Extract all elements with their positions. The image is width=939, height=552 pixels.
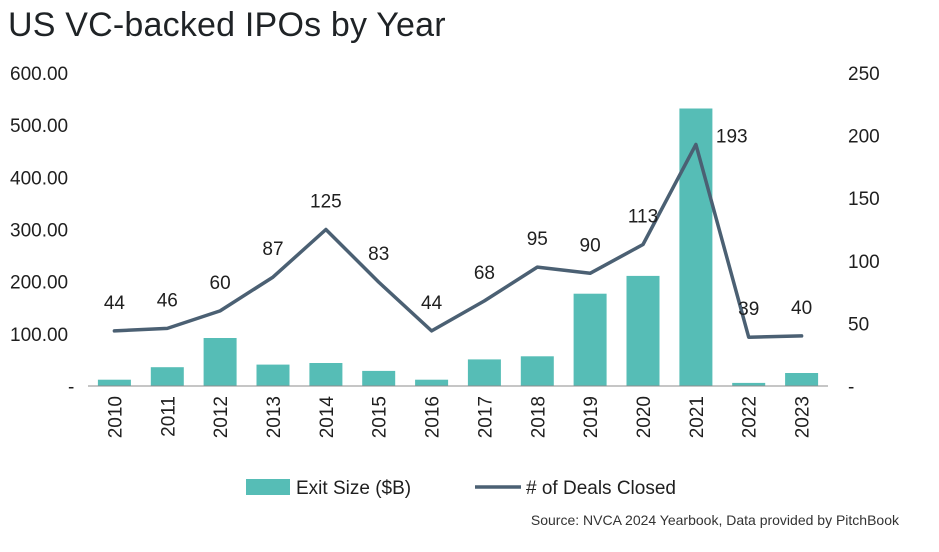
deals-label-2021: 193	[716, 126, 748, 147]
x-tick-2014: 2014	[317, 396, 338, 439]
y-right-axis: - 50 100 150 200 250	[848, 64, 880, 398]
y-left-tick: 400.00	[10, 168, 68, 189]
y-left-axis: - 100.00 200.00 300.00 400.00 500.00 600.00	[10, 64, 74, 398]
y-right-tick: 250	[848, 64, 880, 85]
bar-2011	[150, 367, 184, 386]
x-tick-2019: 2019	[581, 396, 602, 438]
y-left-tick: 200.00	[10, 273, 68, 294]
y-right-tick: 150	[848, 189, 880, 210]
y-left-tick: 500.00	[10, 116, 68, 137]
line-series	[112, 142, 804, 339]
x-tick-2017: 2017	[475, 396, 496, 438]
bar-2020	[626, 275, 660, 386]
bar-2019	[573, 293, 607, 386]
x-tick-2012: 2012	[211, 396, 232, 438]
chart-title: US VC-backed IPOs by Year	[8, 6, 446, 44]
x-axis: 2010 2011 2012 2013 2014 2015 2016 2017 2018 2019…	[105, 396, 813, 439]
deals-label-2017: 68	[474, 263, 495, 284]
deals-label-2012: 60	[210, 273, 231, 294]
y-left-tick: 300.00	[10, 221, 68, 242]
bar-2023	[785, 373, 819, 386]
y-right-tick: -	[848, 377, 854, 398]
bar-2015	[362, 370, 396, 386]
x-tick-2015: 2015	[370, 396, 391, 438]
source-note: Source: NVCA 2024 Yearbook, Data provide…	[530, 512, 899, 528]
deals-closed-line	[112, 142, 804, 339]
bar-2022	[732, 382, 766, 386]
y-left-tick: 100.00	[10, 325, 68, 346]
deals-label-2016: 44	[421, 293, 443, 314]
x-tick-2018: 2018	[528, 396, 549, 438]
data-labels: 44 46 60 87 125 83 44 68 95 90 113 193 39 40	[104, 126, 812, 320]
x-tick-2011: 2011	[158, 396, 179, 437]
bar-2014	[309, 363, 343, 386]
x-tick-2021: 2021	[687, 396, 708, 438]
legend: Exit Size ($B) # of Deals Closed	[246, 478, 676, 499]
x-tick-2013: 2013	[264, 396, 285, 438]
bar-2010	[97, 379, 131, 386]
deals-label-2020: 113	[628, 207, 658, 228]
bar-series	[97, 108, 819, 386]
legend-label-deals-closed: # of Deals Closed	[526, 478, 676, 499]
deals-label-2014: 125	[310, 192, 342, 213]
y-right-tick: 100	[848, 252, 880, 273]
x-tick-2023: 2023	[793, 396, 814, 438]
bar-2021	[679, 108, 713, 386]
deals-label-2015: 83	[368, 244, 389, 265]
deals-label-2013: 87	[262, 239, 283, 260]
bar-2018	[520, 356, 554, 386]
y-left-tick: -	[68, 377, 74, 398]
deals-label-2018: 95	[527, 229, 548, 250]
bar-2013	[256, 364, 290, 386]
bar-2016	[415, 379, 449, 386]
y-left-tick: 600.00	[10, 64, 68, 85]
x-tick-2020: 2020	[634, 396, 655, 438]
deals-label-2019: 90	[580, 235, 601, 256]
bar-2017	[467, 359, 501, 386]
y-right-tick: 50	[848, 314, 869, 335]
deals-label-2010: 44	[104, 293, 126, 314]
bar-2012	[203, 338, 237, 386]
legend-label-exit-size: Exit Size ($B)	[296, 478, 411, 499]
legend-swatch-bar	[246, 479, 290, 495]
x-tick-2010: 2010	[105, 396, 126, 438]
deals-label-2011: 46	[157, 290, 178, 311]
deals-label-2023: 40	[791, 298, 812, 319]
x-tick-2022: 2022	[740, 396, 761, 438]
y-right-tick: 200	[848, 127, 880, 148]
deals-label-2022: 39	[738, 299, 759, 320]
x-tick-2016: 2016	[423, 396, 444, 438]
